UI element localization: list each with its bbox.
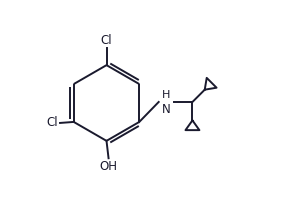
Text: Cl: Cl [46, 116, 58, 129]
Text: N: N [162, 103, 171, 116]
Text: H: H [162, 90, 170, 100]
Text: OH: OH [100, 160, 118, 173]
Text: Cl: Cl [101, 34, 112, 47]
